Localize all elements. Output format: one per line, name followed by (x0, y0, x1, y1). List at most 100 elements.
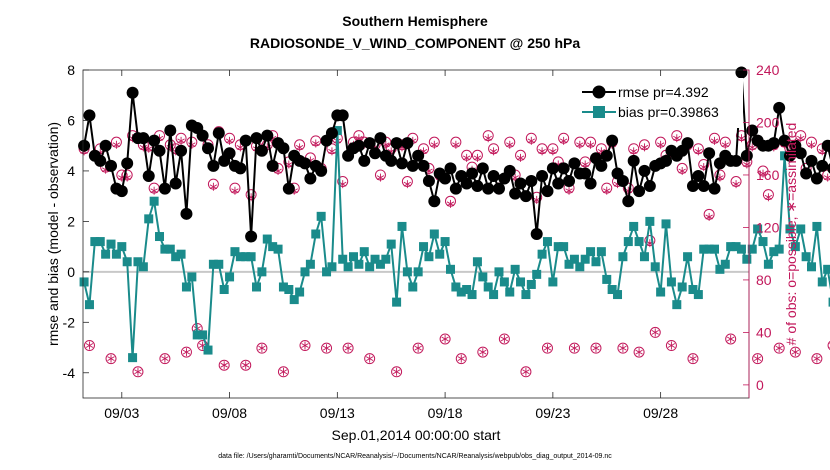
obs-possible-point (218, 359, 230, 371)
rmse-point (315, 164, 328, 177)
asterisk-stroke (376, 175, 385, 180)
bias-point (106, 239, 116, 249)
asterisk-stroke (726, 336, 735, 342)
rmse-point (546, 162, 559, 175)
bias-point (262, 234, 272, 244)
rmse-point (428, 195, 441, 208)
asterisk-stroke (678, 168, 686, 174)
rmse-point (266, 159, 279, 172)
bias-point (268, 242, 278, 252)
asterisk-stroke (629, 148, 638, 154)
bias-point (327, 262, 337, 272)
x-tick-label: 09/03 (104, 405, 139, 421)
asterisk-stroke (559, 138, 568, 144)
bias-point (715, 264, 725, 274)
rmse-point (401, 137, 414, 150)
asterisk-stroke (694, 148, 703, 154)
bias-point (812, 221, 822, 231)
rmse-point (385, 154, 398, 167)
rmse-point (703, 147, 716, 160)
rmse-point (827, 163, 830, 174)
obs-assimilated-point (813, 354, 821, 363)
asterisk-stroke (209, 184, 218, 190)
obs-assimilated-point (145, 144, 153, 153)
obs-assimilated-point (516, 153, 525, 162)
bias-point (472, 257, 482, 267)
bias-point (133, 257, 143, 267)
bias-point (505, 287, 515, 297)
rmse-point (417, 159, 430, 172)
y-tick-label-right: 200 (756, 114, 780, 130)
bias-point (790, 242, 800, 252)
obs-possible-point (633, 346, 645, 358)
obs-possible-point (240, 359, 252, 371)
obs-possible-point (827, 340, 830, 351)
bias-point (241, 252, 251, 262)
asterisk-stroke (177, 138, 185, 144)
bias-point (596, 247, 606, 257)
rmse-point (336, 109, 349, 122)
y-tick-label-right: 160 (756, 167, 780, 183)
rmse-point (740, 149, 753, 162)
obs-assimilated-point (797, 134, 805, 143)
bias-point (219, 285, 229, 295)
obs-possible-point (342, 342, 354, 354)
bias-point (785, 224, 795, 234)
bias-point (462, 285, 472, 295)
bias-point (187, 272, 197, 282)
y-axis-label-right: # of obs: o=possible; ∗=assimilated (783, 123, 799, 346)
bias-point (445, 264, 455, 274)
obs-assimilated-point (134, 367, 142, 376)
obs-possible-point (159, 353, 171, 365)
rmse-point (352, 139, 365, 152)
rmse-point (137, 132, 150, 145)
asterisk-stroke (700, 164, 708, 170)
asterisk-stroke (705, 214, 713, 220)
asterisk-stroke (392, 369, 401, 375)
obs-possible-point (277, 366, 289, 378)
obs-assimilated-point (759, 169, 767, 178)
obs-possible-point (439, 333, 451, 345)
obs-assimilated-point (721, 140, 729, 149)
bias-point (160, 244, 170, 254)
bias-point (397, 221, 407, 231)
rmse-point (643, 180, 656, 193)
obs-assimilated-point (678, 167, 686, 176)
y-tick-label-left: -2 (63, 314, 76, 330)
bias-point (257, 267, 267, 277)
bias-point (235, 252, 245, 262)
obs-assimilated-point (807, 140, 816, 149)
asterisk-stroke (236, 145, 245, 150)
bias-point (155, 232, 165, 242)
asterisk-stroke (403, 181, 412, 187)
bias-point (693, 290, 703, 300)
rmse-point (525, 175, 538, 188)
bias-point (548, 277, 558, 287)
bias-point (192, 330, 202, 340)
asterisk-stroke (538, 148, 546, 154)
y-tick-label-right: 80 (756, 272, 772, 288)
bias-point (753, 224, 763, 234)
bias-point (386, 239, 396, 249)
obs-possible-point (773, 342, 785, 354)
bias-point (203, 345, 213, 355)
rmse-point (595, 159, 608, 172)
bias-point (807, 262, 817, 272)
asterisk-stroke (479, 349, 487, 355)
rmse-point (126, 86, 139, 99)
rmse-point (164, 124, 177, 137)
bias-point (769, 247, 779, 257)
rmse-point (406, 159, 419, 172)
asterisk-stroke (797, 135, 805, 141)
obs-assimilated-point (473, 153, 482, 162)
obs-possible-point (590, 342, 602, 354)
y-tick-label-left: 6 (67, 112, 75, 128)
asterisk-stroke (452, 142, 460, 148)
bias-point (591, 257, 601, 267)
obs-assimilated-point (392, 367, 401, 376)
rmse-point (778, 134, 791, 147)
obs-assimilated-point (581, 160, 589, 169)
y-tick-label-left: 2 (67, 213, 75, 229)
obs-assimilated-point (236, 143, 245, 152)
bias-point (171, 252, 181, 262)
